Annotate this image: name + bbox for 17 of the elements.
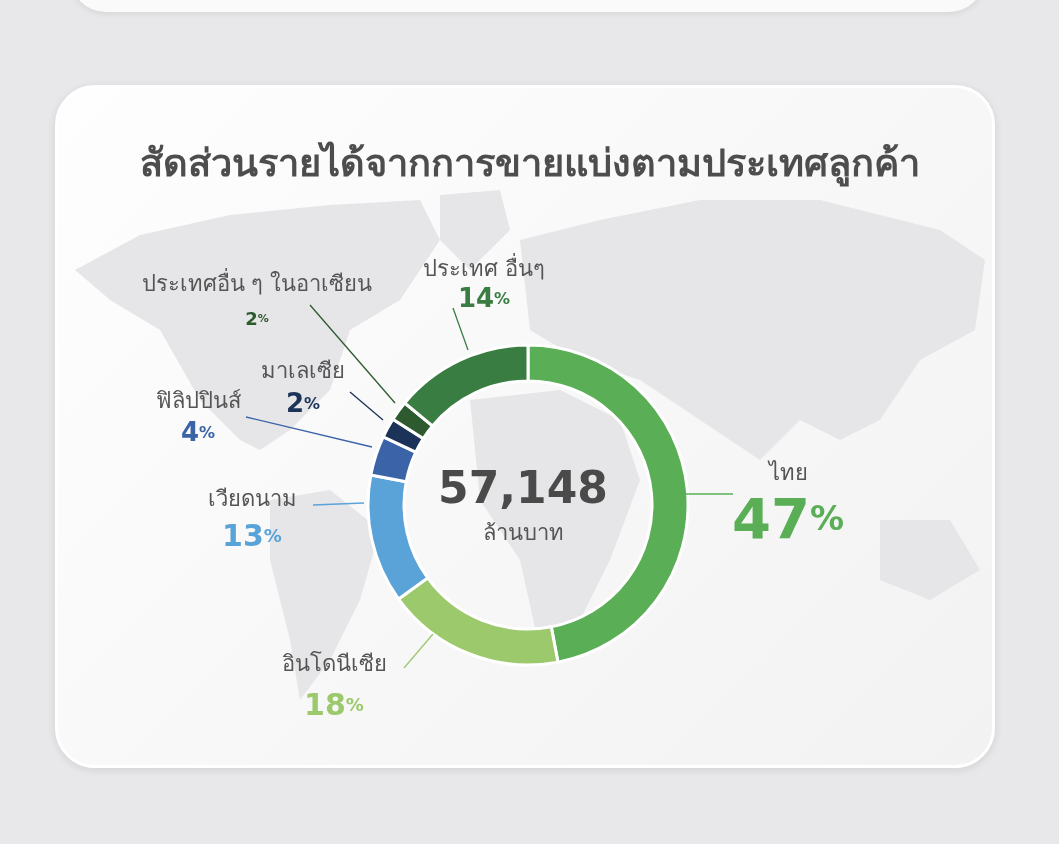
slice-label: เวียดนาม (207, 485, 297, 511)
data-label: 18% (304, 686, 364, 722)
data-label: 2% (245, 307, 269, 329)
data-label: 47% (731, 485, 845, 551)
slice-label: มาเลเซีย (261, 357, 345, 383)
slice-label: ฟิลิปปินส์ (155, 387, 242, 413)
slice-label: อินโดนีเซีย (281, 650, 387, 676)
slice-label: ประเทศอื่น ๆ ในอาเซียน (141, 267, 373, 296)
data-label: 4% (180, 417, 216, 447)
data-label: 14% (457, 283, 511, 313)
chart-title: สัดส่วนรายได้จากการขายแบ่งตามประเทศลูกค้า (138, 140, 921, 189)
text: 57,148 (437, 462, 609, 513)
data-label: 13% (222, 517, 282, 553)
slice-label: ประเทศ อื่นๆ (423, 252, 545, 281)
data-label: 2% (285, 388, 321, 418)
slice-label: ไทย (766, 459, 808, 485)
text: ล้านบาท (481, 519, 565, 547)
